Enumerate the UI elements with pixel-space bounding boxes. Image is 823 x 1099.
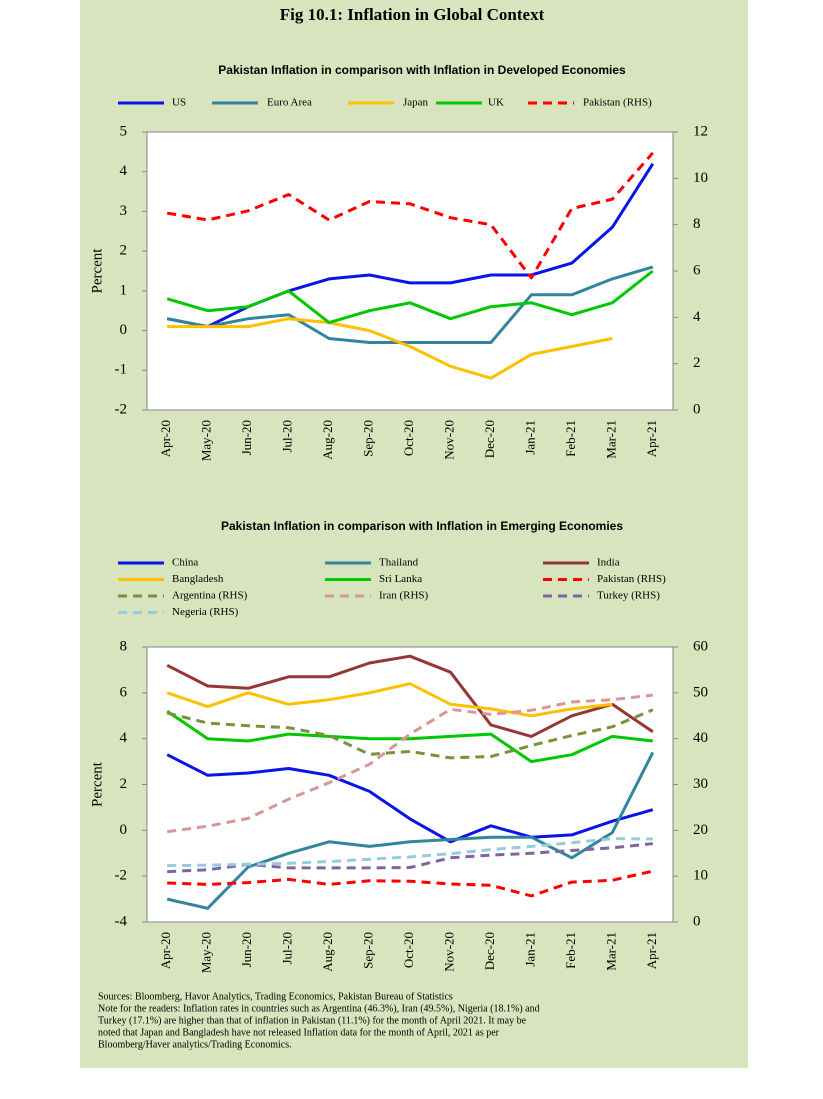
y-tick-label: 0 — [120, 822, 128, 838]
legend-label: Bangladesh — [172, 573, 224, 585]
x-tick-label: Sep-20 — [361, 932, 376, 969]
series-line — [166, 709, 653, 764]
y-axis-title: Percent — [89, 761, 105, 807]
series-line — [166, 753, 654, 844]
x-tick-label: Nov-20 — [441, 420, 456, 460]
x-tick-label: Oct-20 — [401, 932, 416, 968]
legend-label: Pakistan (RHS) — [583, 97, 652, 109]
x-tick-label: May-20 — [199, 420, 214, 461]
x-tick-label: Oct-20 — [401, 420, 416, 456]
note-line: noted that Japan and Bangladesh have not… — [98, 1027, 500, 1038]
x-tick-label: Apr-20 — [158, 932, 173, 969]
x-tick-label: Aug-20 — [320, 932, 335, 972]
x-tick-label: Jul-20 — [280, 420, 295, 453]
x-tick-label: Jun-20 — [239, 932, 254, 967]
note-line: Turkey (17.1%) are higher than that of i… — [98, 1015, 527, 1026]
y2-tick-label: 60 — [693, 638, 708, 654]
note-line: Note for the readers: Inflation rates in… — [98, 1003, 540, 1014]
legend-label: Negeria (RHS) — [172, 606, 239, 618]
y-tick-label: 4 — [120, 730, 128, 746]
x-tick-label: Jan-21 — [522, 420, 537, 455]
series-line — [166, 265, 654, 344]
x-tick-label: Apr-21 — [644, 420, 659, 457]
legend-label: India — [597, 557, 620, 569]
legend-label: Thailand — [379, 557, 419, 569]
y-tick-label: -2 — [115, 868, 128, 884]
x-tick-label: Dec-20 — [482, 932, 497, 970]
y-tick-label: 4 — [120, 163, 128, 179]
y-tick-label: -1 — [115, 362, 128, 378]
legend-label: Euro Area — [267, 97, 312, 109]
x-tick-label: Sep-20 — [361, 420, 376, 457]
x-tick-label: Mar-21 — [603, 932, 618, 971]
x-tick-label: Apr-21 — [644, 932, 659, 969]
legend-label: Turkey (RHS) — [597, 590, 660, 602]
x-tick-label: Jul-20 — [280, 932, 295, 965]
legend-label: UK — [488, 97, 504, 109]
series-line — [166, 654, 654, 738]
legend-label: Pakistan (RHS) — [597, 573, 666, 585]
x-tick-label: Jun-20 — [239, 420, 254, 455]
figure-title: Fig 10.1: Inflation in Global Context — [280, 5, 545, 24]
legend-label: Japan — [403, 97, 429, 109]
series-line — [166, 151, 654, 280]
y-tick-label: 2 — [120, 776, 128, 792]
y2-tick-label: 6 — [693, 262, 701, 278]
y2-tick-label: 50 — [693, 684, 708, 700]
y2-tick-label: 10 — [693, 868, 708, 884]
x-tick-label: Nov-20 — [441, 932, 456, 972]
legend-label: China — [172, 557, 198, 569]
y2-tick-label: 10 — [693, 170, 708, 186]
chart-title: Pakistan Inflation in comparison with In… — [221, 519, 623, 533]
y2-tick-label: 12 — [693, 123, 708, 139]
series-line — [166, 693, 653, 834]
x-tick-label: Feb-21 — [563, 932, 578, 969]
y2-tick-label: 40 — [693, 730, 708, 746]
y2-tick-label: 0 — [693, 401, 701, 417]
series-line — [166, 708, 654, 760]
series-line — [167, 317, 613, 380]
x-tick-label: Apr-20 — [158, 420, 173, 457]
series-line — [166, 751, 655, 910]
y-tick-label: 5 — [120, 123, 128, 139]
sources: Sources: Bloomberg, Havor Analytics, Tra… — [98, 991, 453, 1002]
y-tick-label: 0 — [120, 322, 128, 338]
y2-tick-label: 30 — [693, 776, 708, 792]
y-tick-label: -4 — [115, 913, 128, 929]
chart-title: Pakistan Inflation in comparison with In… — [218, 63, 626, 77]
x-tick-label: Aug-20 — [320, 420, 335, 460]
y2-tick-label: 4 — [693, 309, 701, 325]
legend-label: US — [172, 97, 186, 109]
y2-tick-label: 2 — [693, 355, 701, 371]
y2-tick-label: 8 — [693, 216, 701, 232]
series-line — [166, 269, 654, 325]
y-tick-label: 6 — [120, 684, 128, 700]
x-tick-label: Jan-21 — [522, 932, 537, 967]
y-tick-label: 1 — [120, 282, 128, 298]
series-line — [166, 682, 613, 718]
y-axis-title: Percent — [89, 248, 105, 294]
y-tick-label: -2 — [115, 401, 128, 417]
series-line — [167, 869, 654, 898]
y-tick-label: 3 — [120, 203, 128, 219]
legend-label: Sri Lanka — [379, 573, 422, 585]
x-tick-label: Dec-20 — [482, 420, 497, 458]
y2-tick-label: 0 — [693, 913, 701, 929]
legend-label: Argentina (RHS) — [172, 590, 248, 602]
x-tick-label: Mar-21 — [603, 420, 618, 459]
plot-area — [146, 131, 674, 411]
y2-tick-label: 20 — [693, 822, 708, 838]
series-line — [167, 837, 653, 868]
plot-area — [146, 646, 674, 923]
note-line: Bloomberg/Haver analytics/Trading Econom… — [98, 1039, 292, 1050]
x-tick-label: Feb-21 — [563, 420, 578, 457]
x-tick-label: May-20 — [199, 932, 214, 973]
y-tick-label: 2 — [120, 243, 128, 259]
legend-label: Iran (RHS) — [379, 590, 429, 602]
y-tick-label: 8 — [120, 638, 128, 654]
